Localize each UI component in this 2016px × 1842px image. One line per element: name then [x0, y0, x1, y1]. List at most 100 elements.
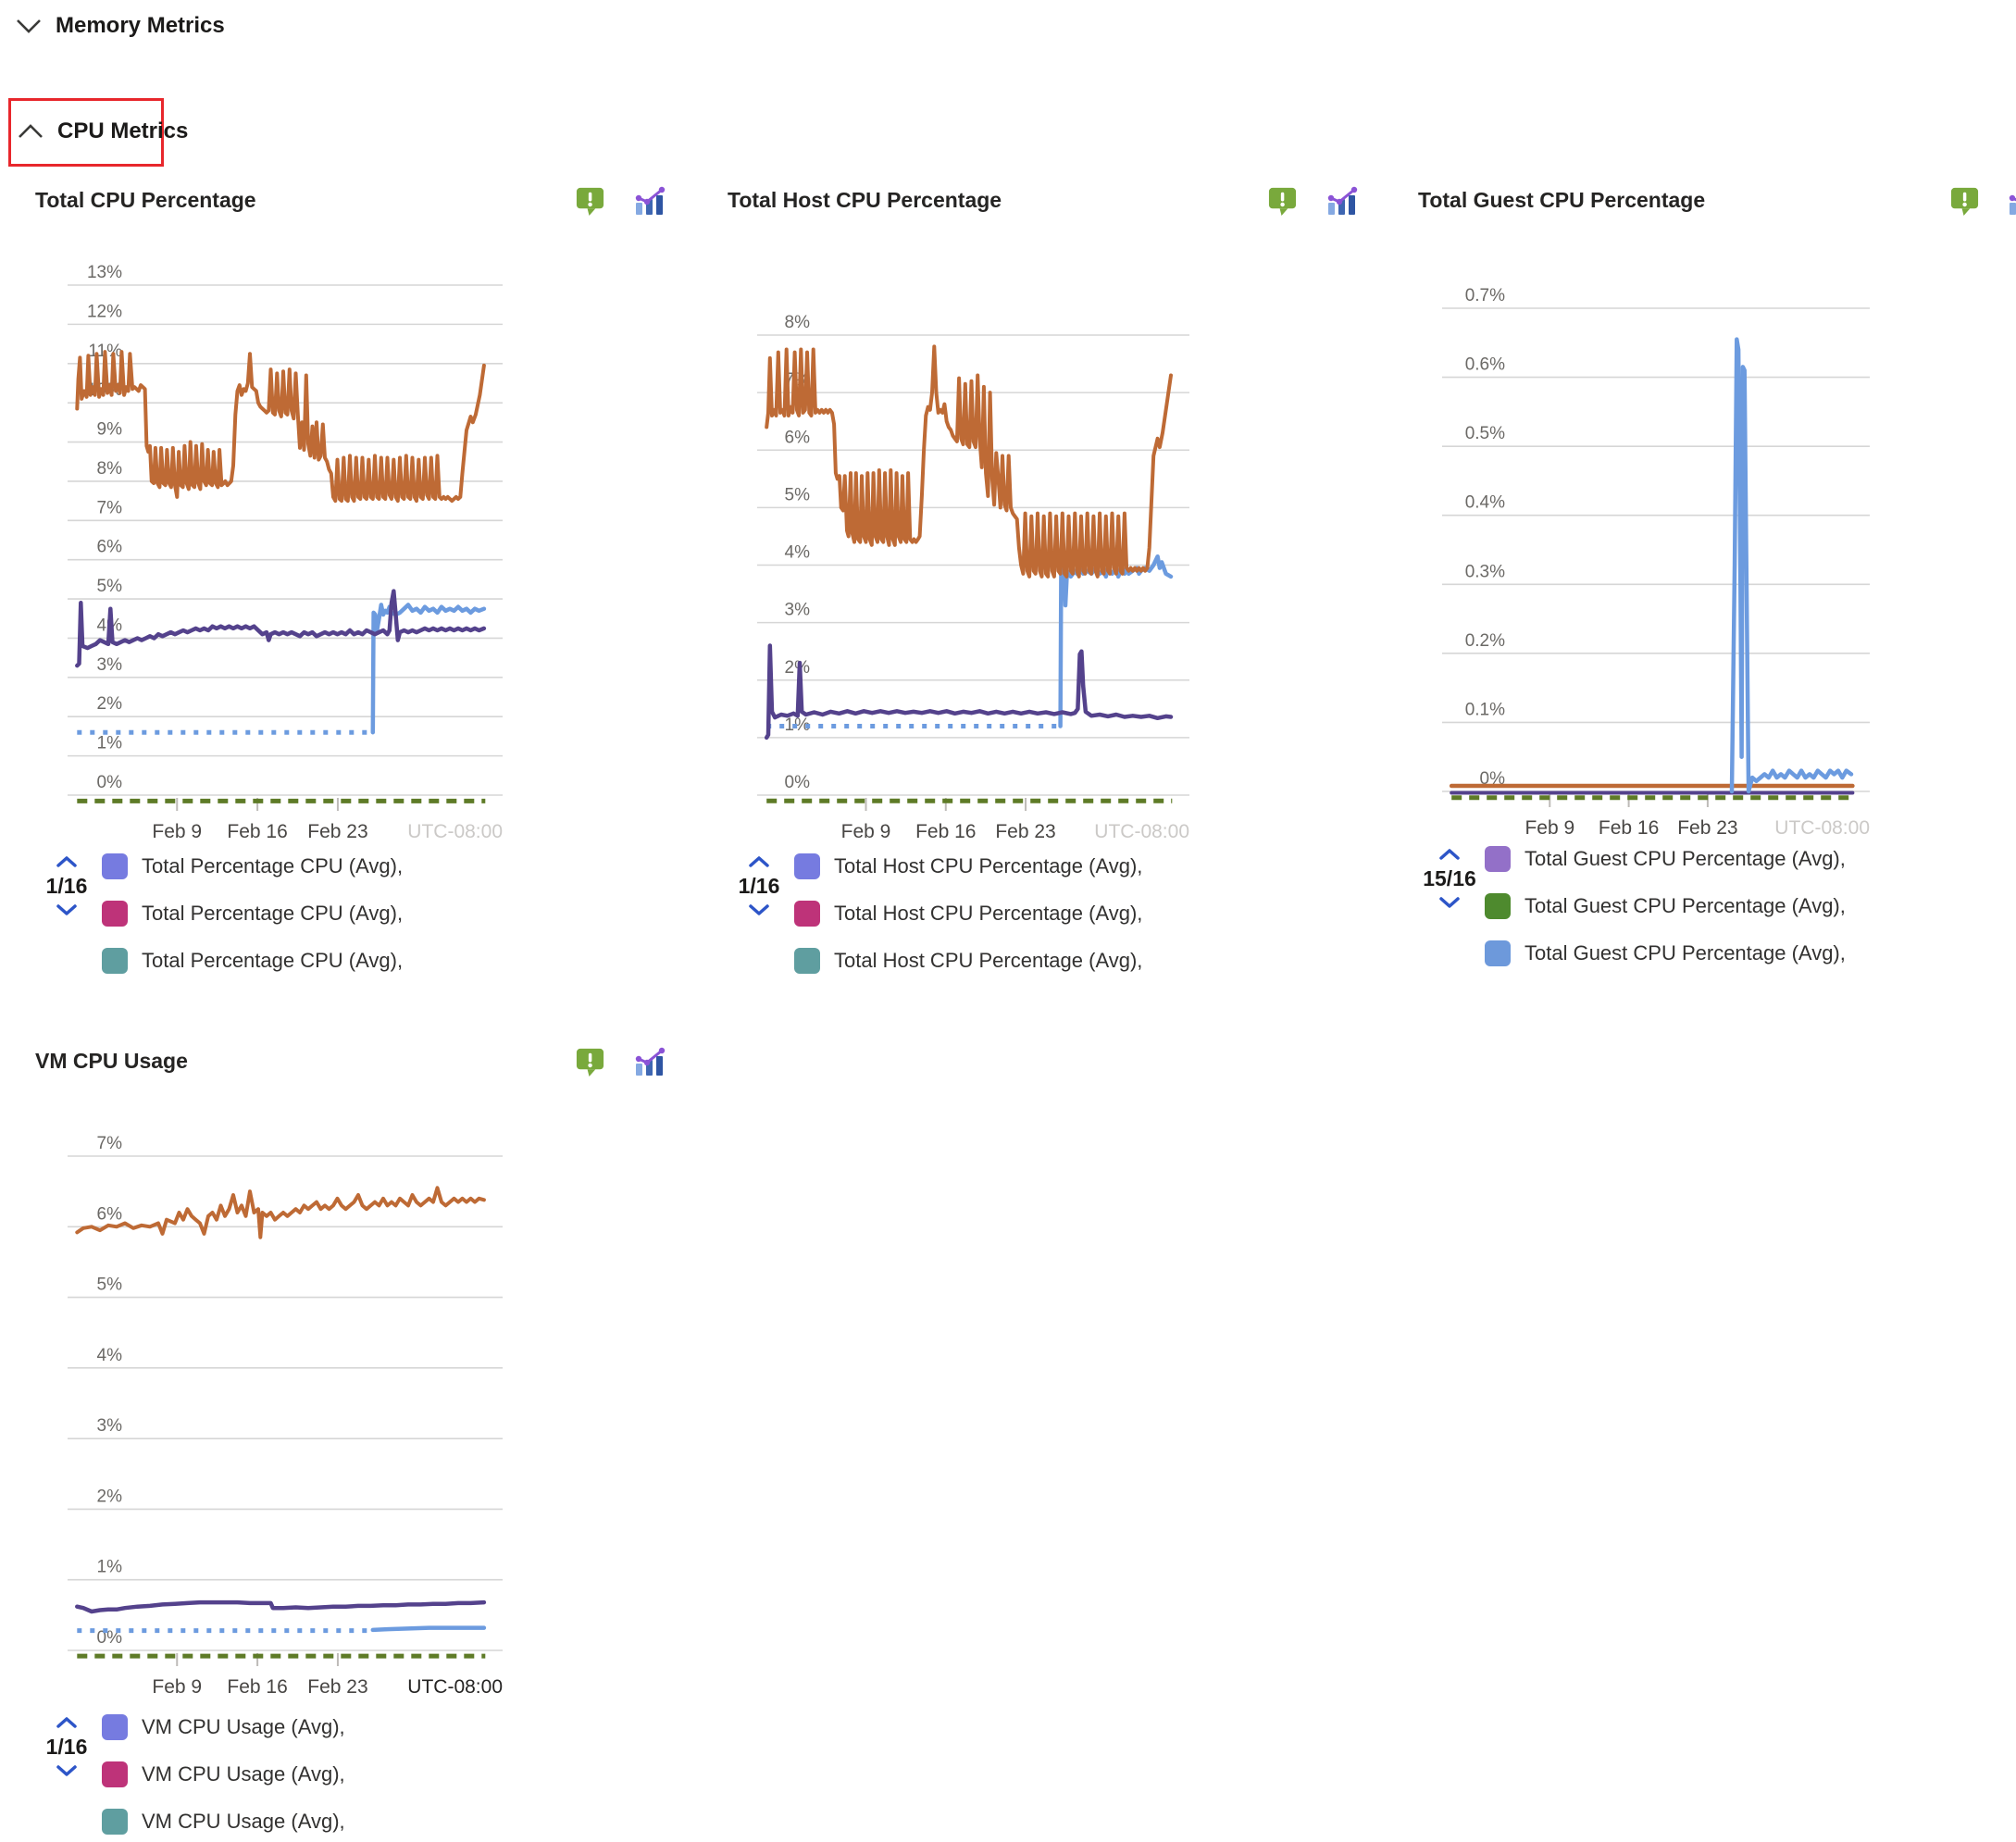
chart-canvas[interactable]: 0.7% 0.6% 0.5% 0.4% 0.3% 0.2% 0.1% 0% Feb 9 Feb 1… [1411, 231, 1985, 856]
legend-label: VM CPU Usage (Avg), [142, 1810, 345, 1833]
y-axis-label: 0.7% [1465, 286, 1505, 305]
chevron-down-icon [1439, 897, 1460, 908]
chevron-down-icon [15, 17, 43, 35]
legend-label: Total Percentage CPU (Avg), [142, 854, 404, 877]
legend-page-up-button[interactable] [55, 1713, 79, 1732]
feedback-button[interactable] [572, 184, 607, 219]
chart-title: Total Guest CPU Percentage [1418, 188, 1706, 212]
series-line-purple [75, 589, 487, 668]
chart-title: Total Host CPU Percentage [728, 188, 1002, 212]
chart-title: VM CPU Usage [35, 1049, 188, 1073]
legend-swatch [102, 853, 128, 879]
y-axis-label: 5% [97, 1276, 123, 1295]
legend-page-up-button[interactable] [747, 853, 771, 871]
y-axis-label: 0.6% [1465, 355, 1505, 375]
legend-page-down-button[interactable] [747, 901, 771, 919]
legend-page-up-button[interactable] [1437, 845, 1462, 864]
y-axis-label: 13% [87, 263, 122, 282]
open-chart-button[interactable] [633, 184, 668, 219]
chart-canvas[interactable]: 13% 12% 11% 10% 9% 8% 7% 6% 5% 4% 3% 2% 1% 0% Feb 9 Feb… [28, 231, 620, 856]
legend-label: Total Guest CPU Percentage (Avg), [1524, 847, 1846, 870]
section-cpu-metrics[interactable]: CPU Metrics [17, 118, 188, 144]
y-axis-label: 7% [97, 1134, 123, 1153]
open-chart-button[interactable] [2007, 184, 2016, 219]
chart-canvas[interactable]: 8% 7% 6% 5% 4% 3% 2% 1% 0% Feb 9 Feb 16 Feb 23 UTC-0… [720, 231, 1313, 856]
legend-page-down-button[interactable] [55, 1761, 79, 1780]
legend-swatch [102, 901, 128, 927]
y-axis-label: 5% [97, 577, 123, 596]
legend-page-indicator: 15/16 [1423, 866, 1476, 890]
feedback-button[interactable] [1947, 184, 1982, 219]
open-chart-button[interactable] [1325, 184, 1361, 219]
x-axis-label: Feb 16 [227, 821, 287, 842]
x-axis-label: Feb 16 [227, 1676, 287, 1698]
legend-label: Total Host CPU Percentage (Avg), [834, 902, 1143, 925]
legend-swatch [1485, 846, 1511, 872]
legend-swatch [794, 853, 820, 879]
chevron-up-icon [56, 1717, 77, 1728]
chart-title: Total CPU Percentage [35, 188, 256, 212]
chevron-up-icon [56, 856, 77, 867]
legend-item[interactable]: VM CPU Usage (Avg), [102, 1761, 345, 1787]
section-label: CPU Metrics [57, 118, 189, 143]
legend-item[interactable]: Total Guest CPU Percentage (Avg), [1485, 940, 1846, 966]
legend-item[interactable]: Total Host CPU Percentage (Avg), [794, 853, 1142, 879]
y-axis-label: 0.4% [1465, 493, 1505, 513]
legend-label: Total Host CPU Percentage (Avg), [834, 949, 1143, 972]
legend-item[interactable]: Total Guest CPU Percentage (Avg), [1485, 846, 1846, 872]
legend-pager: 1/16 [724, 852, 794, 919]
open-chart-button[interactable] [633, 1045, 668, 1080]
feedback-button[interactable] [572, 1045, 607, 1080]
chart-card-total-guest-cpu-percentage: Total Guest CPU Percentage 0.7% 0.6% 0.5% 0… [1411, 180, 2016, 1014]
y-axis-label: 0.1% [1465, 700, 1505, 719]
legend-item[interactable]: Total Guest CPU Percentage (Avg), [1485, 893, 1846, 919]
legend-page-up-button[interactable] [55, 853, 79, 871]
y-axis-label: 0% [97, 773, 123, 792]
y-axis-label: 6% [785, 428, 811, 447]
chevron-up-icon [749, 856, 769, 867]
series-line-blue [1729, 337, 1854, 794]
gridlines: 13%12%11%10%9%8%7%6%5%4%3%2%1%0% [68, 263, 503, 796]
series-line-purple [764, 643, 1174, 741]
section-memory-metrics[interactable]: Memory Metrics [15, 13, 225, 39]
y-axis-label: 8% [785, 313, 811, 332]
legend-label: Total Host CPU Percentage (Avg), [834, 854, 1143, 877]
chart-legend: 1/16 Total Percentage CPU (Avg), Total Pe… [31, 852, 403, 974]
legend-label: VM CPU Usage (Avg), [142, 1715, 345, 1738]
legend-item[interactable]: VM CPU Usage (Avg), [102, 1714, 345, 1740]
x-axis-label: Feb 23 [995, 821, 1055, 842]
timezone-label: UTC-08:00 [407, 1676, 503, 1698]
legend-page-down-button[interactable] [1437, 893, 1462, 912]
series-line-orange [75, 350, 486, 504]
chart-legend: 1/16 Total Host CPU Percentage (Avg), Tot… [724, 852, 1142, 974]
chart-plot-svg: 7% 6% 5% 4% 3% 2% 1% 0% Feb 9 Feb 16 Feb 23 UTC-08:… [68, 1134, 503, 1698]
gridlines: 7% 6% 5% 4% 3% 2% 1% 0% [68, 1134, 503, 1651]
legend-swatch [102, 1809, 128, 1835]
feedback-exclamation-icon [1268, 187, 1296, 216]
legend-item[interactable]: Total Host CPU Percentage (Avg), [794, 948, 1142, 974]
x-axis-label: Feb 23 [1677, 817, 1737, 839]
y-axis-label: 4% [97, 1346, 123, 1365]
chart-legend: 15/16 Total Guest CPU Percentage (Avg), T… [1414, 844, 1846, 966]
metrics-chart-icon [1327, 186, 1358, 215]
chart-card-vm-cpu-usage: VM CPU Usage 7% 6% 5% 4% 3% 2% 1% 0% Feb 9 Feb 16… [28, 1041, 666, 1842]
legend-item[interactable]: VM CPU Usage (Avg), [102, 1809, 345, 1835]
x-axis-label: Feb 9 [1524, 817, 1574, 839]
series-line-orange [75, 1186, 486, 1239]
chart-canvas[interactable]: 7% 6% 5% 4% 3% 2% 1% 0% Feb 9 Feb 16 Feb 23 UTC-08:… [28, 1092, 620, 1717]
legend-pager: 1/16 [31, 1712, 102, 1780]
gridlines: 0.7%0.6%0.5%0.4%0.3%0.2%0.1%0% [1442, 286, 1870, 792]
chevron-up-icon [1439, 849, 1460, 860]
legend-page-down-button[interactable] [55, 901, 79, 919]
feedback-button[interactable] [1264, 184, 1300, 219]
legend-item[interactable]: Total Percentage CPU (Avg), [102, 901, 403, 927]
gridlines: 8%7%6%5%4%3%2%1%0% [757, 313, 1189, 796]
legend-item[interactable]: Total Host CPU Percentage (Avg), [794, 901, 1142, 927]
legend-item[interactable]: Total Percentage CPU (Avg), [102, 948, 403, 974]
metrics-chart-icon [635, 1047, 666, 1076]
legend-swatch [1485, 893, 1511, 919]
legend-item[interactable]: Total Percentage CPU (Avg), [102, 853, 403, 879]
series-line-blue [370, 1625, 487, 1633]
legend-label: Total Guest CPU Percentage (Avg), [1524, 894, 1846, 917]
feedback-exclamation-icon [1950, 187, 1978, 216]
